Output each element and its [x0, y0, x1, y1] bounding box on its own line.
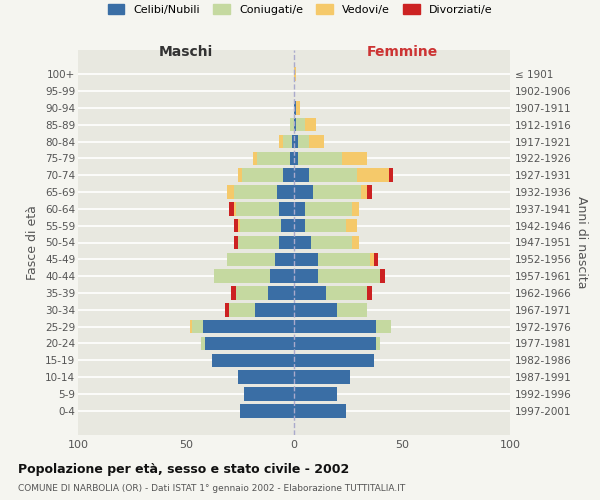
Bar — [257, 152, 290, 165]
Bar — [374, 252, 378, 266]
Bar — [326, 286, 367, 300]
Bar — [277, 186, 294, 198]
Bar — [294, 118, 296, 132]
Bar — [279, 135, 283, 148]
Bar — [294, 370, 350, 384]
Bar — [309, 135, 324, 148]
Bar — [298, 152, 341, 165]
Bar — [294, 236, 311, 249]
Bar — [279, 202, 294, 215]
Bar — [190, 320, 193, 334]
Bar — [203, 320, 294, 334]
Bar — [233, 186, 277, 198]
Bar — [227, 186, 233, 198]
Bar — [229, 202, 233, 215]
Bar — [232, 286, 236, 300]
Y-axis label: Anni di nascita: Anni di nascita — [575, 196, 588, 289]
Text: Popolazione per età, sesso e stato civile - 2002: Popolazione per età, sesso e stato civil… — [18, 462, 349, 475]
Bar — [292, 135, 294, 148]
Bar — [361, 186, 367, 198]
Bar — [238, 168, 242, 182]
Bar — [296, 101, 301, 114]
Bar — [305, 202, 352, 215]
Bar — [193, 320, 203, 334]
Bar — [294, 270, 318, 283]
Bar — [205, 336, 294, 350]
Bar — [240, 404, 294, 417]
Bar — [227, 252, 275, 266]
Bar — [346, 219, 356, 232]
Legend: Celibi/Nubili, Coniugati/e, Vedovi/e, Divorziati/e: Celibi/Nubili, Coniugati/e, Vedovi/e, Di… — [104, 0, 496, 18]
Bar — [275, 252, 294, 266]
Bar — [238, 236, 279, 249]
Bar — [236, 202, 279, 215]
Text: COMUNE DI NARBOLIA (OR) - Dati ISTAT 1° gennaio 2002 - Elaborazione TUTTITALIA.I: COMUNE DI NARBOLIA (OR) - Dati ISTAT 1° … — [18, 484, 405, 493]
Bar — [236, 286, 268, 300]
Bar — [318, 252, 370, 266]
Bar — [294, 135, 298, 148]
Bar — [311, 236, 352, 249]
Bar — [255, 303, 294, 316]
Bar — [201, 336, 205, 350]
Bar — [309, 168, 356, 182]
Bar — [294, 387, 337, 400]
Bar — [283, 135, 292, 148]
Bar — [367, 286, 372, 300]
Bar — [233, 202, 236, 215]
Bar — [294, 320, 376, 334]
Text: Femmine: Femmine — [367, 45, 437, 59]
Bar — [370, 252, 374, 266]
Bar — [290, 118, 294, 132]
Text: Maschi: Maschi — [159, 45, 213, 59]
Bar — [268, 286, 294, 300]
Bar — [294, 252, 318, 266]
Bar — [352, 236, 359, 249]
Bar — [337, 303, 367, 316]
Bar — [281, 219, 294, 232]
Bar — [389, 168, 394, 182]
Bar — [240, 219, 281, 232]
Bar — [376, 320, 391, 334]
Bar — [352, 202, 359, 215]
Bar — [283, 168, 294, 182]
Bar — [380, 270, 385, 283]
Bar — [294, 219, 305, 232]
Bar — [294, 404, 346, 417]
Bar — [294, 336, 376, 350]
Bar — [294, 202, 305, 215]
Bar — [214, 270, 270, 283]
Bar — [305, 118, 316, 132]
Bar — [233, 236, 238, 249]
Bar — [294, 354, 374, 367]
Y-axis label: Fasce di età: Fasce di età — [26, 205, 40, 280]
Bar — [229, 303, 255, 316]
Bar — [376, 336, 380, 350]
Bar — [212, 354, 294, 367]
Bar — [290, 152, 294, 165]
Bar — [367, 186, 372, 198]
Bar — [318, 270, 380, 283]
Bar — [294, 286, 326, 300]
Bar — [238, 370, 294, 384]
Bar — [294, 303, 337, 316]
Bar — [298, 135, 309, 148]
Bar — [244, 387, 294, 400]
Bar — [341, 152, 367, 165]
Bar — [233, 219, 238, 232]
Bar — [270, 270, 294, 283]
Bar — [294, 186, 313, 198]
Bar — [294, 152, 298, 165]
Bar — [294, 68, 296, 81]
Bar — [305, 219, 346, 232]
Bar — [313, 186, 361, 198]
Bar — [356, 168, 389, 182]
Bar — [225, 303, 229, 316]
Bar — [296, 118, 305, 132]
Bar — [279, 236, 294, 249]
Bar — [242, 168, 283, 182]
Bar — [253, 152, 257, 165]
Bar — [238, 219, 240, 232]
Bar — [294, 101, 296, 114]
Bar — [294, 168, 309, 182]
